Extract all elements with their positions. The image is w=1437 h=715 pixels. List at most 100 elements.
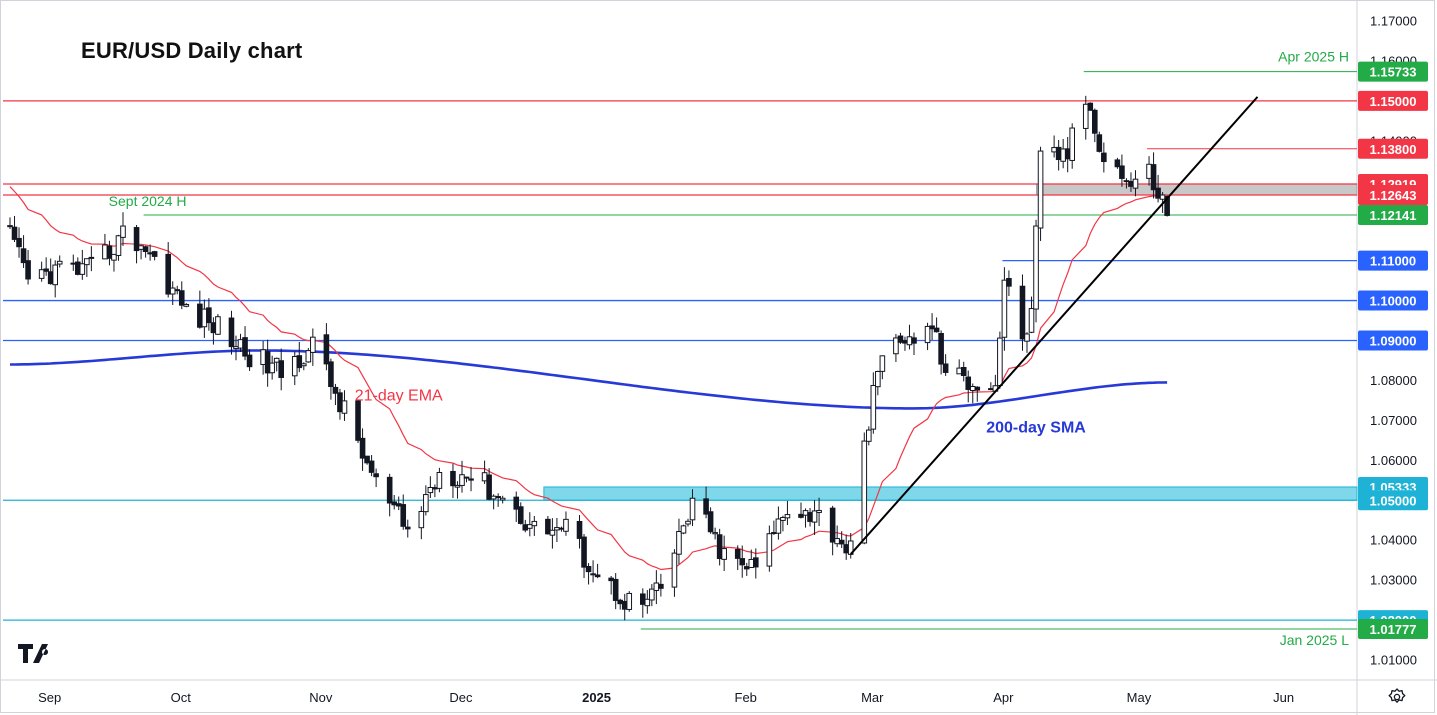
candle-body: [341, 400, 348, 414]
candle-body: [169, 287, 176, 295]
y-tick-label: 1.17000: [1370, 13, 1417, 28]
y-tick-label: 1.04000: [1370, 533, 1417, 548]
candle-body: [373, 473, 379, 478]
price-tag-bg: [1358, 61, 1428, 82]
candle-body: [355, 400, 361, 441]
candle-body: [56, 260, 63, 265]
candle-body: [20, 248, 27, 264]
candle-body: [707, 511, 714, 533]
candle-body: [1001, 279, 1008, 338]
candle-body: [798, 513, 804, 518]
candle-body: [495, 496, 501, 499]
candle-body: [178, 290, 185, 306]
candle-body: [395, 503, 402, 507]
candle-body: [775, 518, 782, 534]
candle-body: [743, 566, 750, 570]
candle-body: [942, 363, 949, 373]
x-tick-label: Oct: [171, 690, 192, 705]
candle-body: [576, 520, 583, 539]
candle-body: [766, 533, 773, 567]
candle-body: [974, 386, 981, 391]
candle-body: [386, 476, 393, 504]
candle-body: [585, 565, 592, 573]
candle-body: [685, 520, 691, 525]
candle-body: [712, 532, 718, 535]
candle-body: [201, 308, 208, 328]
price-tag: 1.15733: [1358, 61, 1428, 82]
candle-body: [861, 440, 868, 544]
candle-body: [771, 532, 777, 535]
candle-body: [608, 577, 614, 582]
candle-body: [554, 527, 560, 531]
candle-body: [866, 429, 872, 442]
candle-body: [1051, 147, 1057, 153]
candle-body: [468, 478, 474, 481]
candle-body: [680, 525, 687, 534]
ema-21-line: [9, 186, 1168, 571]
candle-body: [879, 355, 886, 372]
candle-body: [7, 225, 13, 228]
candle-body: [929, 325, 935, 330]
candle-body: [165, 253, 171, 295]
candle-body: [649, 588, 655, 601]
candle-body: [1082, 103, 1089, 129]
annotation-label: Jan 2025 L: [1280, 632, 1349, 648]
price-tag: 1.12141: [1358, 205, 1428, 226]
candle-body: [481, 472, 488, 482]
candle-body: [215, 316, 221, 335]
price-tag-bg: [1358, 90, 1428, 111]
candle-body: [291, 356, 298, 377]
candle-body: [323, 334, 330, 365]
candle-body: [337, 392, 343, 413]
settings-gear-icon[interactable]: [1387, 687, 1407, 707]
candle-body: [933, 327, 940, 333]
candle-body: [838, 539, 845, 545]
candle-body: [183, 303, 190, 307]
candle-body: [459, 474, 465, 486]
candle-body: [1033, 225, 1039, 310]
candle-body: [454, 484, 461, 488]
x-tick-label: Feb: [735, 690, 757, 705]
candle-body: [25, 260, 31, 280]
candle-body: [111, 253, 117, 261]
candle-body: [969, 386, 976, 391]
candle-body: [1155, 187, 1161, 199]
price-tag: 1.11000: [1358, 250, 1428, 271]
candle-body: [273, 357, 280, 363]
candle-body: [807, 512, 813, 522]
candle-body: [427, 486, 434, 494]
candle-body: [197, 303, 203, 328]
candle-body: [829, 507, 836, 543]
price-tag: 1.10000: [1358, 290, 1428, 311]
candle-body: [938, 333, 944, 365]
y-tick-label: 1.07000: [1370, 413, 1417, 428]
price-tag-label: 1.12141: [1370, 208, 1417, 223]
candle-body: [102, 244, 108, 260]
price-tag: 1.09000: [1358, 330, 1428, 351]
x-tick-label: Jun: [1273, 690, 1294, 705]
candle-body: [138, 245, 144, 250]
price-tag-label: 1.01777: [1370, 622, 1417, 637]
candle-body: [70, 262, 77, 265]
candle-body: [689, 497, 696, 521]
candle-body: [400, 504, 407, 527]
y-tick-label: 1.03000: [1370, 573, 1417, 588]
candle-body: [626, 592, 633, 610]
candle-body: [640, 593, 646, 605]
candle-body: [1114, 159, 1121, 168]
price-tag-bg: [1358, 618, 1428, 639]
candle-body: [545, 518, 551, 535]
candle-body: [590, 573, 596, 576]
candle-body: [305, 350, 312, 363]
y-tick-label: 1.06000: [1370, 453, 1417, 468]
candle-body: [237, 339, 244, 349]
candle-body: [753, 557, 759, 568]
candle-body: [802, 510, 809, 516]
y-tick-label: 1.01000: [1370, 653, 1417, 668]
support-resistance-zone: [543, 486, 1358, 501]
candle-body: [264, 351, 271, 374]
candle-body: [278, 360, 284, 378]
candle-body: [52, 264, 59, 286]
price-tag-bg: [1358, 330, 1428, 351]
